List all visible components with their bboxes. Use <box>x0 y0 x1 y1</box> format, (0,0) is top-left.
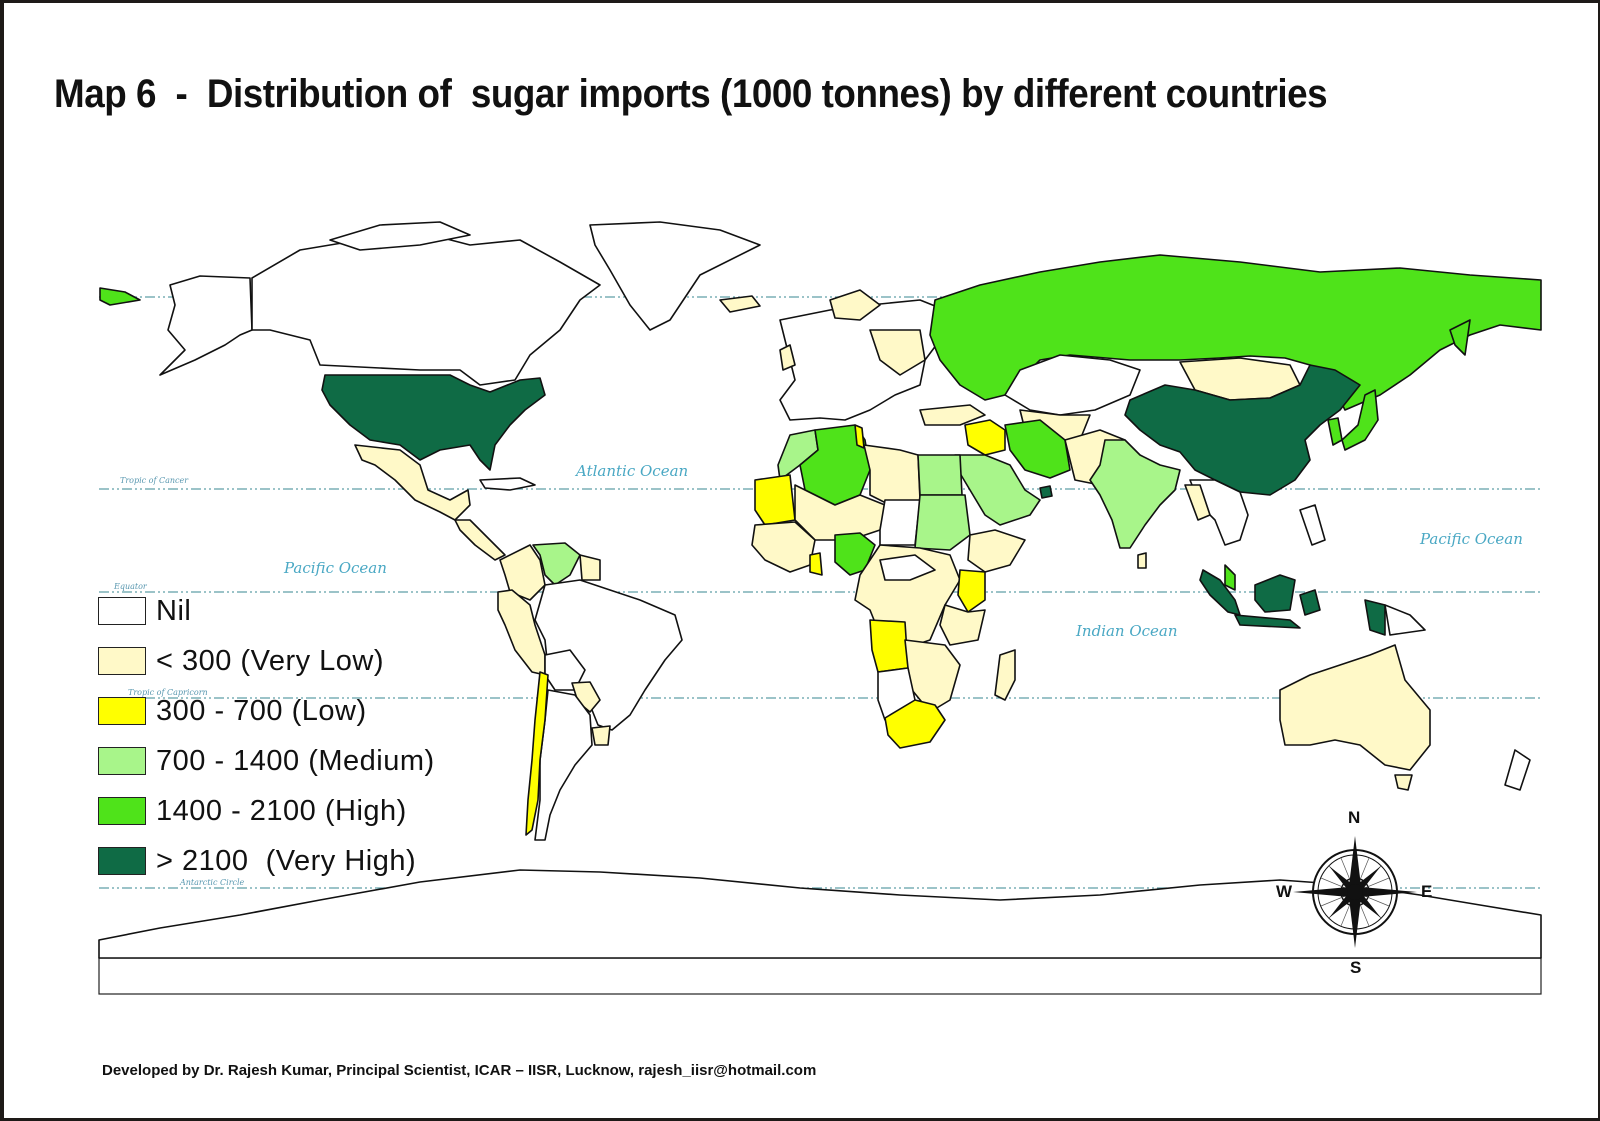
region-egypt <box>917 454 963 496</box>
legend-swatch <box>98 597 146 625</box>
region-peru <box>497 589 546 676</box>
region-south-africa <box>884 699 946 749</box>
compass-n: N <box>1348 808 1361 827</box>
region-indonesia <box>1199 569 1241 616</box>
legend-item-nil: Nil <box>98 594 191 628</box>
region-canada <box>251 231 601 386</box>
region-turkey <box>919 404 986 426</box>
lat-label-tropic-capricorn: Tropic of Capricorn <box>128 688 208 697</box>
region-angola <box>869 619 909 673</box>
region-sri-lanka <box>1137 552 1147 569</box>
legend-item-high: 1400 - 2100 (High) <box>98 794 407 828</box>
legend-item-low: 300 - 700 (Low) <box>98 694 367 728</box>
region-china <box>1124 364 1361 496</box>
region-japan <box>1341 389 1379 451</box>
region-tanzania <box>939 604 986 646</box>
map-title: Map 6 - Distribution of sugar imports (1… <box>54 72 1328 116</box>
region-mauritania <box>754 474 796 526</box>
ocean-label-indian: Indian Ocean <box>1076 622 1178 640</box>
region-australia <box>1279 644 1431 771</box>
legend-label: > 2100 (Very High) <box>156 844 417 877</box>
legend-swatch <box>98 697 146 725</box>
region-iran <box>1004 419 1071 479</box>
region-greenland <box>589 221 761 331</box>
lat-label-equator: Equator <box>114 582 147 591</box>
legend-swatch <box>98 647 146 675</box>
footer-credit: Developed by Dr. Rajesh Kumar, Principal… <box>102 1062 817 1079</box>
region-uruguay <box>591 725 611 746</box>
region-ghana <box>809 552 823 576</box>
legend-swatch <box>98 797 146 825</box>
compass-s: S <box>1350 958 1362 977</box>
legend-label: < 300 (Very Low) <box>156 644 385 677</box>
compass-w: W <box>1276 882 1293 901</box>
region-alaska <box>159 275 253 376</box>
lat-label-tropic-cancer: Tropic of Cancer <box>120 476 189 485</box>
region-venezuela <box>532 542 581 586</box>
region-libya <box>863 444 921 506</box>
legend-label: 1400 - 2100 (High) <box>156 794 407 827</box>
region-madagascar <box>994 649 1016 701</box>
region-south-korea <box>1327 417 1343 446</box>
region-chad <box>879 499 921 546</box>
region-tunisia <box>854 424 865 449</box>
legend-swatch <box>98 847 146 875</box>
region-mexico <box>354 444 471 521</box>
legend-item-very-high: > 2100 (Very High) <box>98 844 416 878</box>
legend-label: 300 - 700 (Low) <box>156 694 367 727</box>
ocean-label-pacific-west: Pacific Ocean <box>284 559 387 577</box>
legend-item-very-low: < 300 (Very Low) <box>98 644 384 678</box>
legend-label: Nil <box>156 594 192 627</box>
compass-rose-icon <box>1293 836 1417 948</box>
region-colombia <box>499 544 546 601</box>
region-uae <box>1039 485 1053 499</box>
region-sudan <box>914 494 971 551</box>
region-saudi-arabia <box>954 454 1041 526</box>
region-malaysia <box>1224 564 1236 591</box>
region-chile <box>525 671 549 836</box>
region-kenya <box>957 569 986 613</box>
region-usa <box>321 374 546 471</box>
region-iraq <box>964 419 1006 456</box>
legend-item-medium: 700 - 1400 (Medium) <box>98 744 435 778</box>
region-india <box>1089 439 1181 549</box>
lat-label-antarctic: Antarctic Circle <box>180 878 245 887</box>
region-antarctica <box>98 869 1542 959</box>
ocean-label-pacific-east: Pacific Ocean <box>1420 530 1523 548</box>
legend-label: 700 - 1400 (Medium) <box>156 744 435 777</box>
ocean-label-atlantic: Atlantic Ocean <box>576 462 689 480</box>
legend-swatch <box>98 747 146 775</box>
compass-e: E <box>1421 882 1433 901</box>
